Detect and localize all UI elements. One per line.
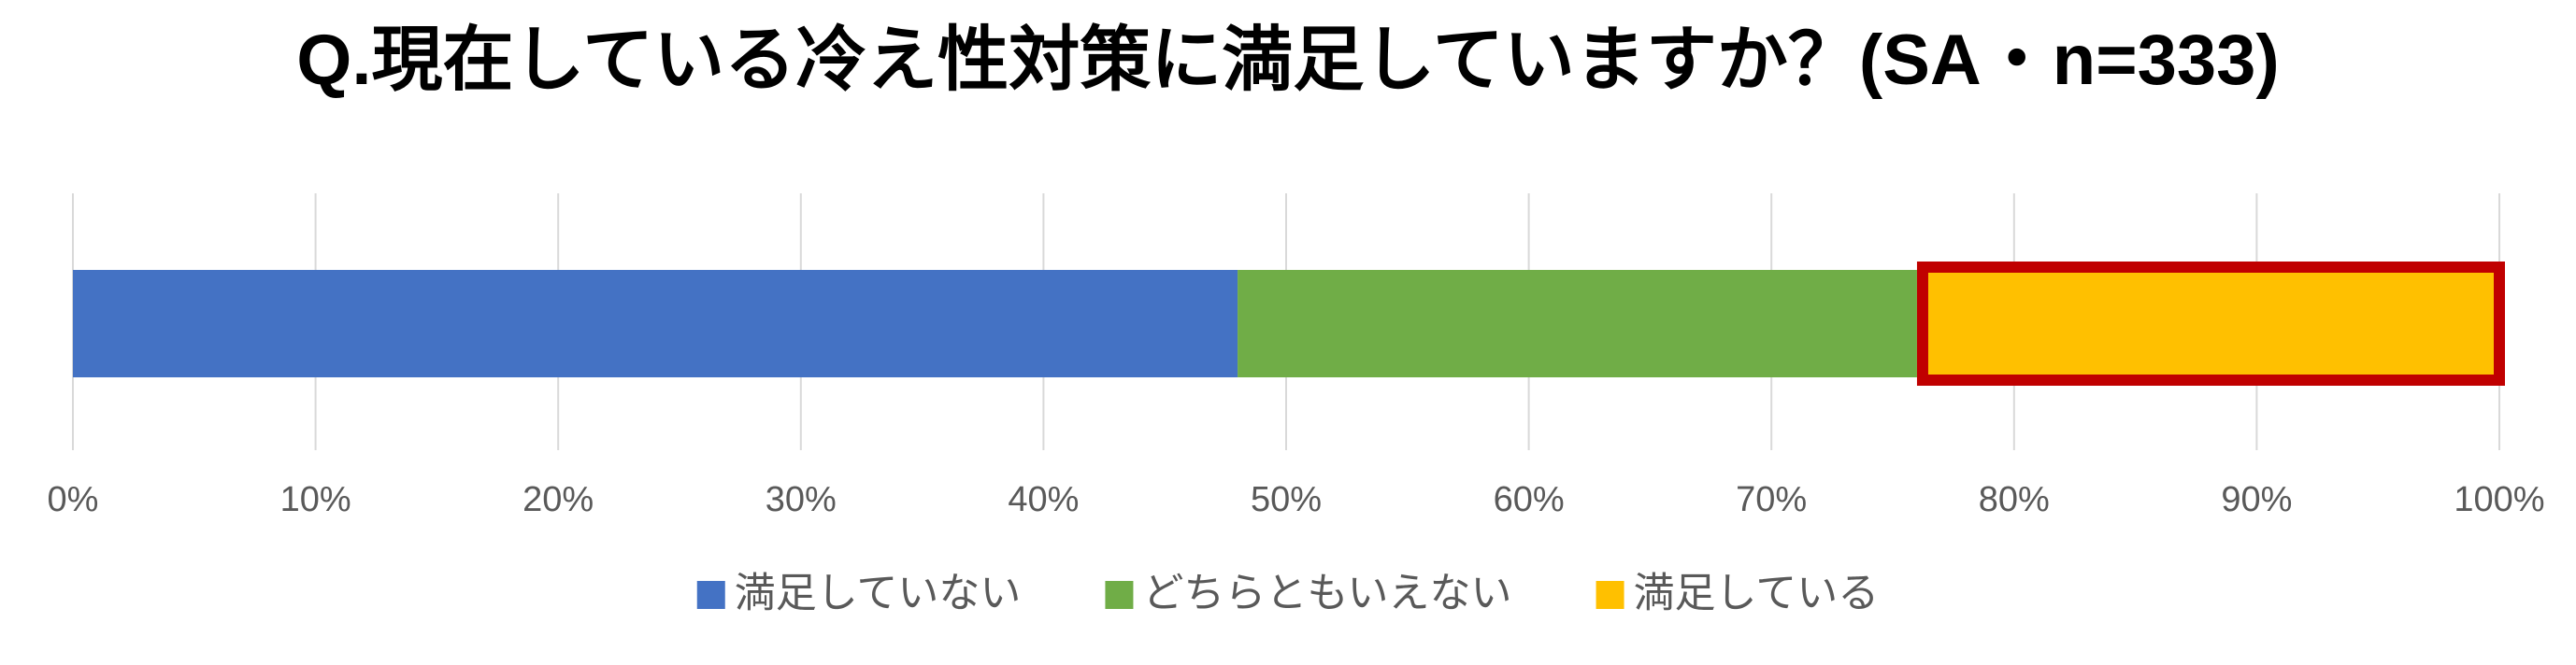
x-tick-label: 30% (766, 480, 837, 519)
highlight-outline (1916, 262, 2505, 386)
x-tick-label: 100% (2454, 480, 2544, 519)
legend-swatch (696, 581, 725, 609)
legend-swatch (1105, 581, 1134, 609)
x-tick-label: 80% (1979, 480, 2050, 519)
x-tick-label: 0% (48, 480, 99, 519)
legend-label: どちらともいえない (1142, 571, 1511, 616)
x-tick-label: 20% (522, 480, 594, 519)
x-tick-label: 70% (1736, 480, 1807, 519)
chart-title: Q.現在している冷え性対策に満足していますか？(SA・n=333) (296, 21, 2279, 100)
x-tick-label: 50% (1251, 480, 1322, 519)
legend-label: 満足している (1634, 571, 1880, 616)
x-tick-label: 40% (1008, 480, 1079, 519)
x-tick-label: 90% (2221, 480, 2292, 519)
legend-swatch (1596, 581, 1624, 609)
legend-label: 満足していない (735, 571, 1022, 616)
bar-segment (1916, 270, 2499, 377)
x-tick-label: 10% (280, 480, 351, 519)
bar-segment (1238, 270, 1917, 377)
x-tick-label: 60% (1494, 480, 1565, 519)
bar-segment (73, 270, 1238, 377)
